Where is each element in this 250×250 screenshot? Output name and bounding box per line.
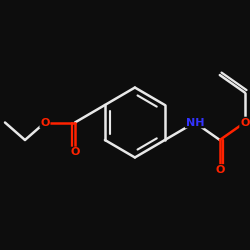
Text: O: O xyxy=(215,165,224,175)
Text: NH: NH xyxy=(186,118,204,128)
Text: O: O xyxy=(70,148,80,158)
Text: O: O xyxy=(240,118,250,128)
Text: O: O xyxy=(40,118,50,128)
